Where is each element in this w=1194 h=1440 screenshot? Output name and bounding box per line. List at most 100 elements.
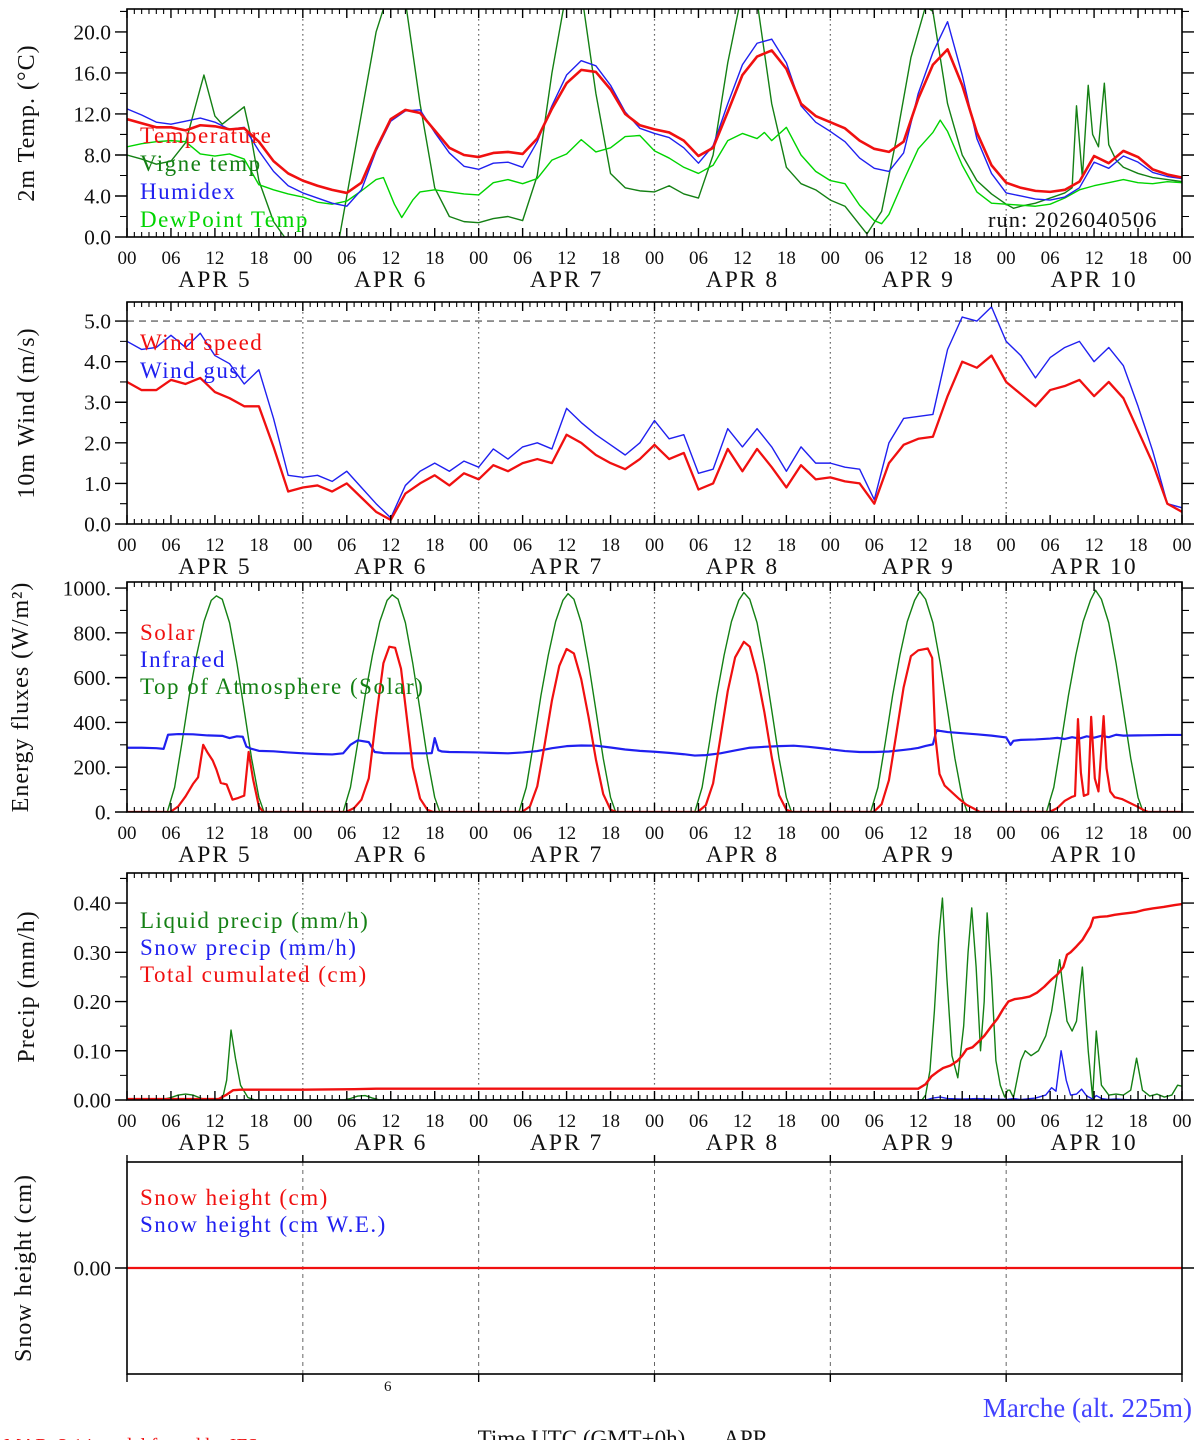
x-tick-label: 06 bbox=[513, 1111, 532, 1132]
axis-stray-label: 6 bbox=[384, 1379, 392, 1395]
x-tick-label: 18 bbox=[1129, 1111, 1148, 1132]
x-tick-label: 00 bbox=[469, 823, 488, 844]
day-label: APR 6 bbox=[354, 1130, 427, 1156]
y-axis-title-2m-temperature: 2m Temp. (°C) bbox=[14, 44, 40, 201]
panel-precipitation: 0.00 0.10 0.20 0.30 0.40 00 06 12 18 00 06 12 18 00 06… bbox=[14, 872, 1194, 1156]
x-tick-label: 00 bbox=[1173, 823, 1192, 844]
day-label: APR 7 bbox=[530, 842, 603, 868]
x-tick-label: 12 bbox=[909, 535, 928, 556]
x-tick-label: 06 bbox=[161, 823, 180, 844]
y-tick-label: 0.0 bbox=[84, 226, 111, 250]
legend-10m-wind-0: Wind speed bbox=[140, 330, 263, 355]
day-label: APR 9 bbox=[882, 842, 955, 868]
x-tick-label: 00 bbox=[821, 535, 840, 556]
x-tick-label: 12 bbox=[1085, 248, 1104, 269]
day-label: APR 7 bbox=[530, 1130, 603, 1156]
series-wind-gust bbox=[127, 306, 1182, 519]
y-tick-label: 3.0 bbox=[84, 391, 111, 415]
y-axis-title-snow-height: Snow height (cm) bbox=[11, 1174, 37, 1362]
x-tick-label: 06 bbox=[689, 248, 708, 269]
x-tick-label: 12 bbox=[1085, 1111, 1104, 1132]
y-tick-label: 0. bbox=[95, 801, 111, 825]
legend-snow-height-1: Snow height (cm W.E.) bbox=[140, 1212, 387, 1237]
x-tick-label: 18 bbox=[425, 823, 444, 844]
day-label: APR 9 bbox=[882, 267, 955, 293]
x-tick-label: 12 bbox=[205, 535, 224, 556]
x-tick-label: 06 bbox=[689, 823, 708, 844]
x-tick-label: 18 bbox=[953, 248, 972, 269]
x-tick-label: 06 bbox=[337, 248, 356, 269]
x-tick-label: 06 bbox=[161, 1111, 180, 1132]
x-tick-label: 00 bbox=[469, 1111, 488, 1132]
day-label: APR 7 bbox=[530, 267, 603, 293]
x-tick-label: 06 bbox=[865, 823, 884, 844]
x-tick-label: 18 bbox=[1129, 248, 1148, 269]
x-tick-label: 12 bbox=[557, 823, 576, 844]
day-label: APR 8 bbox=[706, 1130, 779, 1156]
x-tick-label: 00 bbox=[469, 248, 488, 269]
x-tick-label: 06 bbox=[337, 535, 356, 556]
x-tick-label: 18 bbox=[601, 1111, 620, 1132]
y-tick-label: 400. bbox=[73, 711, 111, 735]
x-tick-label: 00 bbox=[645, 1111, 664, 1132]
x-tick-label: 12 bbox=[733, 823, 752, 844]
x-tick-label: 18 bbox=[249, 823, 268, 844]
x-tick-label: 00 bbox=[997, 1111, 1016, 1132]
day-label: APR 6 bbox=[354, 554, 427, 580]
series-vigne-temp bbox=[127, 9, 1182, 237]
x-tick-label: 06 bbox=[513, 823, 532, 844]
x-tick-label: 18 bbox=[777, 1111, 796, 1132]
x-tick-label: 00 bbox=[645, 248, 664, 269]
y-tick-label: 0.0 bbox=[84, 513, 111, 537]
legend-2m-temperature-2: Humidex bbox=[140, 179, 236, 204]
x-tick-label: 00 bbox=[997, 248, 1016, 269]
legend-2m-temperature-0: Temperature bbox=[140, 123, 272, 148]
x-tick-label: 00 bbox=[293, 248, 312, 269]
x-tick-label: 00 bbox=[821, 823, 840, 844]
x-tick-label: 12 bbox=[381, 535, 400, 556]
x-tick-label: 18 bbox=[953, 823, 972, 844]
y-tick-label: 0.20 bbox=[73, 990, 111, 1014]
y-axis-title-10m-wind: 10m Wind (m/s) bbox=[14, 327, 40, 498]
series-dewpoint-temp bbox=[127, 119, 1182, 225]
series-wind-speed bbox=[127, 354, 1182, 522]
x-tick-label: 18 bbox=[777, 823, 796, 844]
legend-2m-temperature-1: Vigne temp bbox=[140, 151, 262, 176]
run-label: run: 2026040506 bbox=[988, 207, 1158, 232]
y-axis-title-precipitation: Precip (mm/h) bbox=[14, 910, 40, 1062]
legend-snow-height-0: Snow height (cm) bbox=[140, 1185, 329, 1210]
y-tick-label: 4.0 bbox=[84, 350, 111, 374]
day-label: APR 5 bbox=[178, 1130, 251, 1156]
y-tick-label: 12.0 bbox=[73, 102, 111, 126]
x-tick-label: 18 bbox=[777, 535, 796, 556]
y-tick-label: 600. bbox=[73, 666, 111, 690]
y-tick-label: 5.0 bbox=[84, 310, 111, 334]
x-tick-label: 06 bbox=[513, 535, 532, 556]
x-tick-label: 18 bbox=[249, 248, 268, 269]
day-label: APR 5 bbox=[178, 267, 251, 293]
day-label: APR 9 bbox=[882, 1130, 955, 1156]
legend-10m-wind-1: Wind gust bbox=[140, 358, 248, 383]
x-tick-label: 12 bbox=[1085, 535, 1104, 556]
x-tick-label: 12 bbox=[557, 248, 576, 269]
time-axis-label: Time UTC (GMT+0h) bbox=[477, 1426, 686, 1440]
y-tick-label: 2.0 bbox=[84, 431, 111, 455]
y-tick-label: 16.0 bbox=[73, 61, 111, 85]
series-solar bbox=[127, 640, 1182, 812]
y-tick-label: 8.0 bbox=[84, 143, 111, 167]
x-axis-caption: Time UTC (GMT+0h) APR bbox=[455, 1400, 768, 1440]
x-tick-label: 00 bbox=[118, 1111, 137, 1132]
day-label: APR 10 bbox=[1051, 842, 1138, 868]
x-tick-label: 00 bbox=[1173, 1111, 1192, 1132]
x-tick-label: 00 bbox=[645, 823, 664, 844]
x-tick-label: 18 bbox=[601, 823, 620, 844]
x-tick-label: 06 bbox=[161, 535, 180, 556]
x-tick-label: 12 bbox=[909, 1111, 928, 1132]
legend-precipitation-2: Total cumulated (cm) bbox=[140, 962, 368, 987]
x-tick-label: 06 bbox=[865, 1111, 884, 1132]
series-humidex bbox=[127, 21, 1182, 207]
x-tick-label: 06 bbox=[865, 248, 884, 269]
x-tick-label: 18 bbox=[425, 248, 444, 269]
y-tick-label: 1000. bbox=[63, 577, 111, 601]
